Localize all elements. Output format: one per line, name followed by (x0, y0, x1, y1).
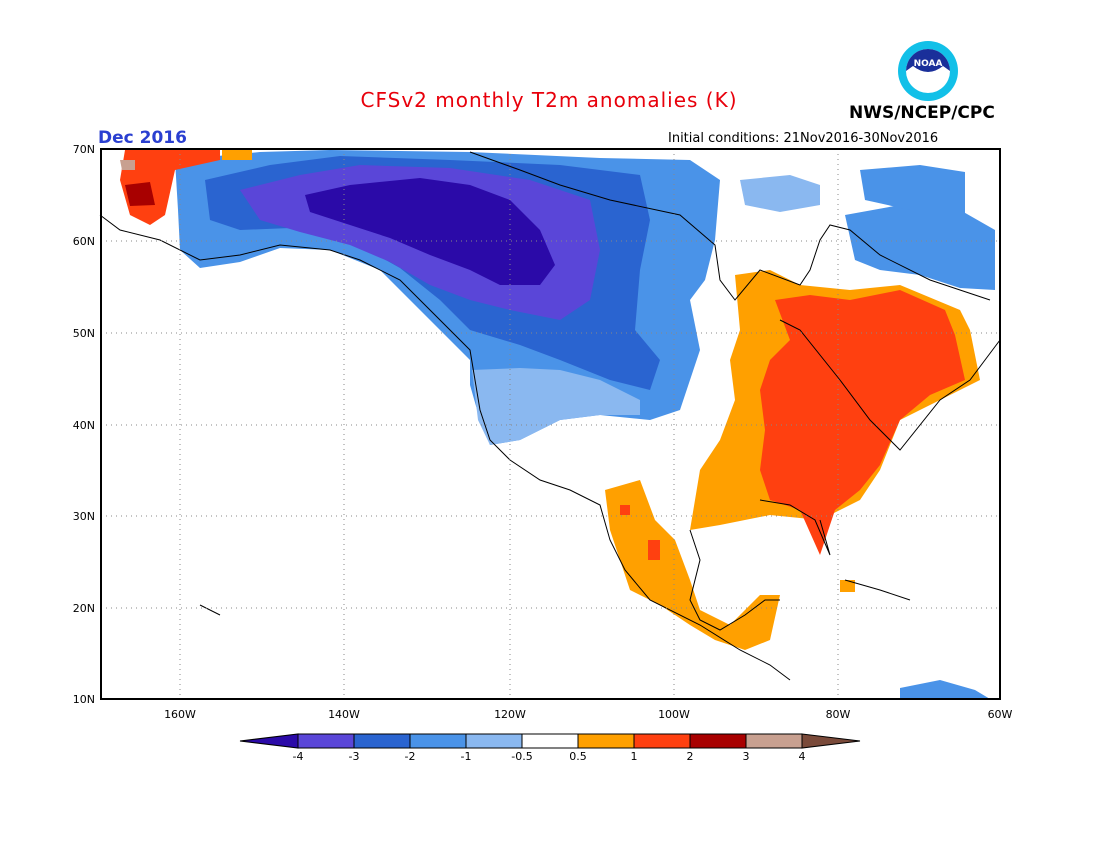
legend-swatch (521, 733, 579, 749)
region-plus1-mexico (620, 505, 660, 560)
region-plus1-east (760, 290, 965, 555)
region-plus05-alaska (222, 150, 252, 160)
anomaly-fields (120, 150, 995, 699)
legend-swatch (577, 733, 635, 749)
graticule (101, 149, 1000, 699)
legend-arrow-low (239, 733, 299, 749)
lon-label: 60W (988, 708, 1013, 721)
legend-label: -2 (405, 750, 416, 763)
legend-label: 2 (687, 750, 694, 763)
legend-label: 0.5 (569, 750, 587, 763)
lat-label: 40N (73, 419, 95, 432)
coastlines (99, 151, 1001, 681)
lon-label: 100W (658, 708, 690, 721)
region-minus1-quebec-north (845, 205, 995, 290)
agency-label: NWS/NCEP/CPC (849, 103, 995, 123)
legend-label: 1 (631, 750, 638, 763)
legend-swatch (409, 733, 467, 749)
legend-swatch (297, 733, 355, 749)
noaa-logo-icon: NOAA (898, 41, 958, 101)
legend-label: -3 (349, 750, 360, 763)
region-minus05-nwus (472, 368, 640, 445)
legend-label: -4 (293, 750, 304, 763)
lon-label: 80W (826, 708, 851, 721)
region-plus1-alaska (120, 150, 220, 225)
valid-month: Dec 2016 (98, 128, 187, 148)
legend-swatch (353, 733, 411, 749)
lat-label: 60N (73, 235, 95, 248)
region-minus1-arctic (860, 165, 965, 215)
legend-label: 4 (799, 750, 806, 763)
region-minus1-sa (900, 680, 990, 699)
legend-label: 3 (743, 750, 750, 763)
legend-swatch (689, 733, 747, 749)
initial-conditions: Initial conditions: 21Nov2016-30Nov2016 (668, 131, 939, 146)
lat-label: 50N (73, 327, 95, 340)
lat-label: 30N (73, 510, 95, 523)
lat-labels: 70N 60N 50N 40N 30N 20N 10N (73, 143, 95, 706)
lat-label: 10N (73, 693, 95, 706)
region-plus2-alaska (125, 182, 155, 206)
legend-swatch (633, 733, 691, 749)
legend-swatch (745, 733, 803, 749)
region-plus05-cuba (840, 580, 855, 592)
color-legend: -4 -3 -2 -1 -0.5 0.5 1 2 3 4 (239, 733, 861, 763)
region-minus4 (305, 178, 555, 285)
region-minus05-arctic (740, 175, 820, 212)
legend-label: -1 (461, 750, 472, 763)
region-plus3-alaska (120, 160, 135, 170)
lon-label: 140W (328, 708, 360, 721)
legend-arrow-high (801, 733, 861, 749)
legend-swatch (465, 733, 523, 749)
lon-label: 120W (494, 708, 526, 721)
legend-label: -0.5 (511, 750, 532, 763)
lat-label: 20N (73, 602, 95, 615)
lat-label: 70N (73, 143, 95, 156)
map-title: CFSv2 monthly T2m anomalies (K) (360, 88, 738, 112)
lon-label: 160W (164, 708, 196, 721)
svg-text:NOAA: NOAA (914, 59, 943, 69)
lon-labels: 160W 140W 120W 100W 80W 60W (164, 708, 1012, 721)
map-frame (100, 148, 1001, 700)
region-plus05-mexico (605, 480, 780, 650)
